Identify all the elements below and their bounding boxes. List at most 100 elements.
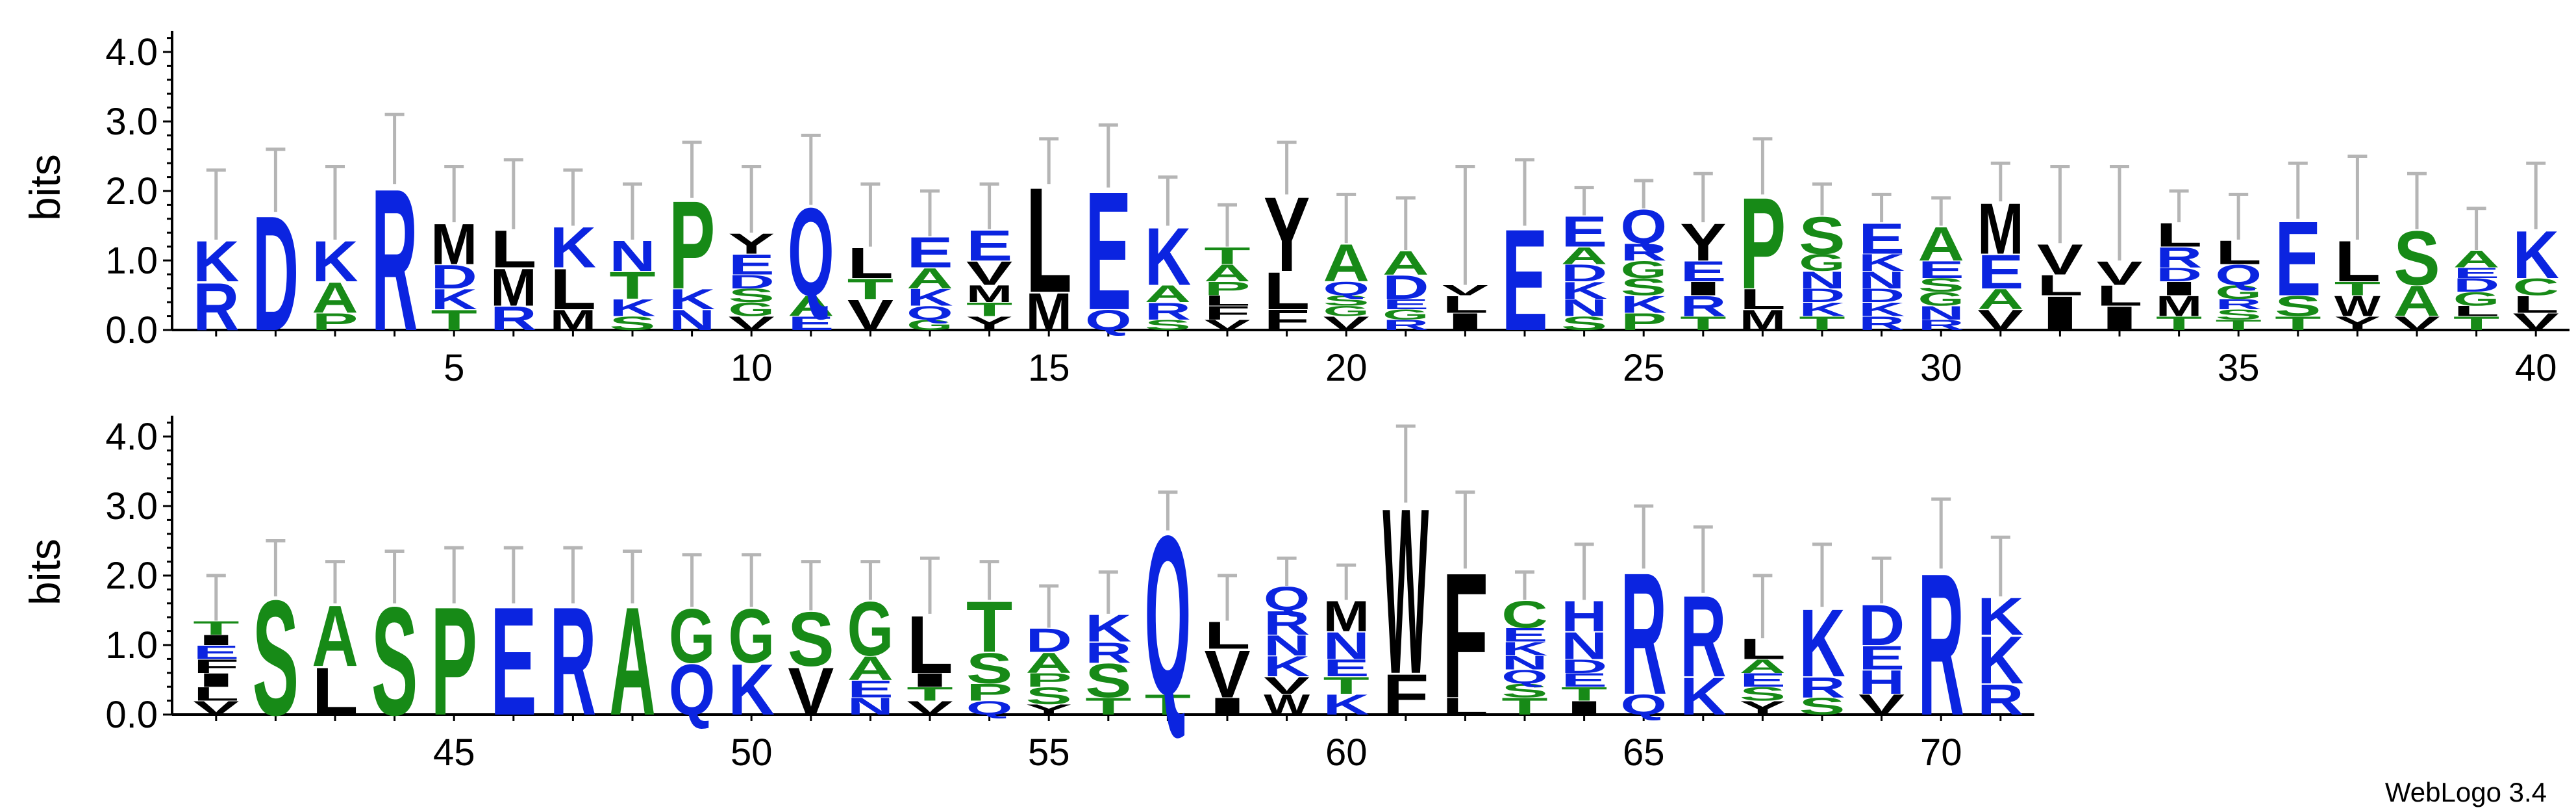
logo-letter: T [2334, 278, 2381, 299]
x-tick-label: 70 [1920, 731, 1962, 774]
logo-letter: C [2512, 273, 2558, 301]
logo-letter: I [2156, 278, 2202, 299]
logo-column: A [609, 550, 656, 748]
logo-letter: V [1204, 317, 1250, 333]
logo-letter: L [1740, 633, 1786, 665]
logo-letter: E [490, 576, 536, 748]
logo-letter: S [1561, 312, 1607, 334]
logo-column: ML [1025, 137, 1072, 342]
logo-column: ILV [2037, 165, 2083, 340]
logo-letter: E [1740, 669, 1786, 691]
x-tick-label: 60 [1325, 731, 1368, 774]
logo-letter: V [1323, 312, 1369, 334]
logo-letter: K [609, 294, 655, 322]
logo-letter: P [669, 176, 715, 316]
logo-column: R [371, 112, 418, 374]
logo-letter: S [788, 596, 834, 682]
logo-letter: N [1799, 266, 1845, 294]
logo-letter: K [907, 284, 953, 311]
logo-letter: Q [1145, 489, 1191, 742]
logo-letter: T [1799, 313, 1845, 335]
logo-letter: T [1145, 689, 1191, 721]
logo-letter: R [2215, 296, 2261, 312]
x-tick-label: 65 [1623, 731, 1665, 774]
logo-letter: L [2096, 279, 2142, 312]
logo-letter: N [1858, 266, 1905, 294]
logo-letter: T [2215, 317, 2261, 333]
logo-letter: E [1085, 157, 1131, 346]
logo-letter: Y [1264, 175, 1310, 294]
y-tick-label: 3.0 [105, 485, 158, 527]
logo-letter: G [728, 592, 774, 679]
logo-letter: N [1561, 624, 1607, 667]
logo-letter: T [431, 304, 477, 336]
logo-letter: S [2394, 215, 2440, 301]
logo-letter: T [1204, 242, 1250, 270]
x-tick-label: 35 [2218, 347, 2260, 389]
logo-letter: R [550, 575, 596, 748]
logo-letter: H [1858, 663, 1905, 702]
logo-letter: A [1918, 217, 1964, 271]
logo-letter: S [1799, 206, 1845, 265]
logo-letter: S [1740, 683, 1786, 705]
watermark-text: WebLogo 3.4 [2385, 777, 2547, 807]
logo-letter: S [1918, 274, 1964, 296]
logo-letter: F [1204, 302, 1250, 324]
logo-column: VTL [847, 182, 894, 339]
logo-letter: T [966, 587, 1012, 668]
logo-letter: V [2513, 308, 2559, 335]
logo-letter: N [847, 692, 894, 720]
logo-letter: Y [1740, 697, 1786, 718]
logo-letter: D [2156, 264, 2202, 286]
logo-letter: T [1680, 313, 1726, 335]
logo-letter: S [253, 566, 299, 750]
logo-letter: Y [1025, 702, 1071, 718]
x-tick-label: 10 [731, 347, 773, 389]
logo-letter: K [431, 283, 477, 315]
logo-letter: L [2453, 303, 2499, 319]
logo-letter: V [2096, 254, 2142, 292]
logo-letter: L [1264, 262, 1310, 321]
x-tick-label: 30 [1920, 347, 1962, 389]
logo-letter: T [907, 683, 953, 705]
logo-letter: G [907, 317, 953, 333]
logo-letter: Q [1620, 689, 1666, 720]
logo-column: R [550, 546, 596, 748]
logo-letter: G [847, 586, 894, 672]
logo-letter: D [1561, 259, 1607, 286]
logo-column: QR [1620, 504, 1667, 731]
logo-letter: Q [966, 697, 1012, 718]
logo-letter: R [1799, 672, 1845, 704]
logo-letter: S [728, 285, 774, 306]
logo-letter: Q [788, 183, 834, 323]
logo-letter: K [1561, 277, 1607, 304]
logo-column: ILV [1442, 165, 1488, 336]
logo-letter: I [1442, 308, 1488, 335]
x-tick-label: 15 [1028, 347, 1070, 389]
logo-letter: A [609, 575, 655, 748]
logo-letter: D [1858, 593, 1905, 657]
logo-letter: V [788, 654, 834, 730]
logo-letter: S [609, 312, 655, 334]
logo-letter: R [1620, 238, 1666, 266]
logo-letter: E [2453, 265, 2499, 281]
logo-letter: S [2275, 290, 2321, 322]
y-tick-label: 2.0 [105, 170, 158, 212]
logo-letter: G [669, 592, 715, 679]
x-tick-label: 40 [2515, 347, 2557, 389]
logo-letter: T [1501, 693, 1547, 720]
logo-letter: E [1977, 245, 2023, 299]
logo-letter: F [1382, 663, 1429, 727]
logo-column: IVL [1204, 574, 1251, 721]
logo-letter: L [2156, 216, 2202, 254]
